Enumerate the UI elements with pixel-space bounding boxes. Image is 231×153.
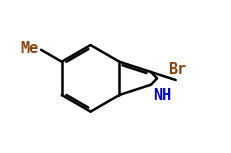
Text: Br: Br	[168, 62, 187, 77]
Text: NH: NH	[153, 88, 171, 103]
Text: Me: Me	[21, 41, 39, 56]
